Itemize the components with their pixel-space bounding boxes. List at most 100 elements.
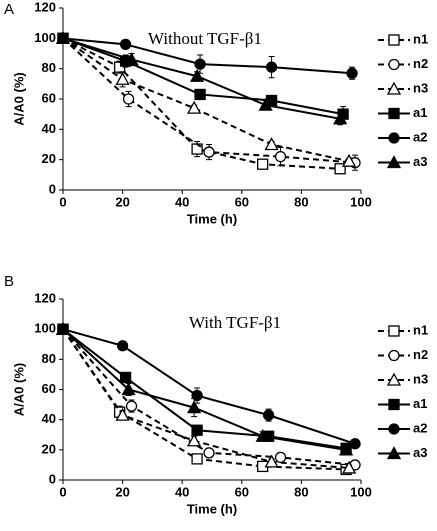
legend-marker — [388, 132, 400, 144]
y-tick-label: 120 — [34, 0, 56, 14]
legend-marker — [388, 34, 400, 46]
panel-label: A — [4, 1, 14, 18]
x-tick-label: 100 — [350, 484, 372, 499]
y-tick-label: 60 — [42, 381, 56, 396]
x-tick-label: 20 — [115, 484, 129, 499]
marker — [55, 321, 71, 335]
x-tick-label: 40 — [175, 194, 189, 209]
marker — [187, 100, 202, 114]
marker — [262, 409, 275, 421]
y-tick-label: 20 — [42, 441, 56, 456]
series-line — [62, 37, 350, 163]
y-tick-label: 100 — [34, 321, 56, 336]
y-axis-label: A/A0 (%) — [11, 72, 26, 125]
marker — [122, 93, 135, 105]
x-tick-label: 100 — [350, 194, 372, 209]
legend-marker — [386, 372, 402, 386]
legend-label: n1 — [413, 322, 428, 337]
x-tick-label: 40 — [175, 484, 189, 499]
marker — [115, 407, 130, 421]
marker — [349, 438, 361, 450]
marker — [333, 111, 348, 125]
y-tick-label: 120 — [34, 290, 56, 305]
y-tick-label: 0 — [49, 181, 56, 196]
marker — [124, 52, 139, 66]
marker — [264, 137, 279, 151]
annotation: With TGF-β1 — [189, 313, 281, 332]
legend-label: a1 — [413, 396, 427, 411]
marker — [55, 30, 71, 44]
panel-label: B — [4, 273, 14, 290]
marker — [274, 451, 287, 464]
legend-marker — [388, 423, 400, 435]
y-axis-label: A/A0 (%) — [11, 363, 26, 416]
legend-label: n3 — [413, 80, 428, 95]
marker — [264, 454, 279, 468]
series-line — [62, 328, 356, 445]
marker — [119, 371, 132, 384]
series-line — [62, 328, 347, 471]
marker — [255, 428, 270, 442]
x-tick-label: 80 — [294, 194, 308, 209]
legend-label: a3 — [413, 445, 427, 460]
legend-marker — [388, 58, 400, 71]
y-tick-label: 80 — [42, 60, 56, 75]
legend-label: n3 — [413, 371, 428, 386]
y-tick-label: 60 — [42, 90, 56, 105]
marker — [346, 67, 358, 79]
marker — [116, 340, 129, 352]
legend-marker — [388, 107, 400, 120]
marker — [115, 71, 130, 85]
marker — [121, 382, 136, 396]
annotation: Without TGF-β1 — [148, 29, 262, 48]
legend-marker — [386, 446, 402, 460]
x-axis-label: Time (h) — [187, 501, 237, 516]
marker — [257, 158, 269, 170]
marker — [274, 150, 287, 163]
y-tick-label: 80 — [42, 351, 56, 366]
y-tick-label: 40 — [42, 411, 56, 426]
x-tick-label: 0 — [59, 484, 66, 499]
legend-label: n2 — [413, 56, 428, 71]
marker — [334, 163, 346, 175]
marker — [341, 460, 357, 474]
marker — [191, 424, 203, 436]
marker — [265, 61, 278, 73]
legend-label: a1 — [413, 105, 427, 120]
marker — [191, 389, 203, 402]
legend-marker — [388, 398, 400, 411]
legend-label: n1 — [413, 31, 428, 46]
marker — [187, 433, 202, 447]
marker — [339, 442, 354, 456]
marker — [191, 453, 203, 465]
marker — [187, 400, 202, 414]
x-tick-label: 80 — [294, 484, 308, 499]
x-tick-label: 0 — [59, 194, 66, 209]
legend-marker — [388, 325, 400, 337]
x-tick-label: 60 — [235, 194, 249, 209]
series-line — [62, 37, 344, 116]
marker — [125, 400, 138, 412]
legend-label: a3 — [413, 154, 427, 169]
legend-label: n2 — [413, 347, 428, 362]
marker — [194, 88, 206, 101]
marker — [258, 97, 273, 111]
legend-marker — [386, 155, 402, 169]
x-tick-label: 60 — [235, 484, 249, 499]
y-tick-label: 0 — [49, 471, 56, 486]
marker — [203, 447, 215, 459]
marker — [341, 153, 357, 167]
y-tick-label: 100 — [34, 30, 56, 45]
marker — [119, 38, 132, 51]
series-line — [62, 37, 341, 170]
legend-marker — [388, 349, 400, 362]
x-axis-label: Time (h) — [187, 211, 237, 226]
legend-label: a2 — [413, 420, 427, 435]
y-tick-label: 40 — [42, 121, 56, 136]
marker — [194, 58, 206, 70]
legend-label: a2 — [413, 129, 427, 144]
marker — [203, 146, 215, 158]
y-tick-label: 20 — [42, 151, 56, 166]
legend-marker — [386, 81, 402, 95]
